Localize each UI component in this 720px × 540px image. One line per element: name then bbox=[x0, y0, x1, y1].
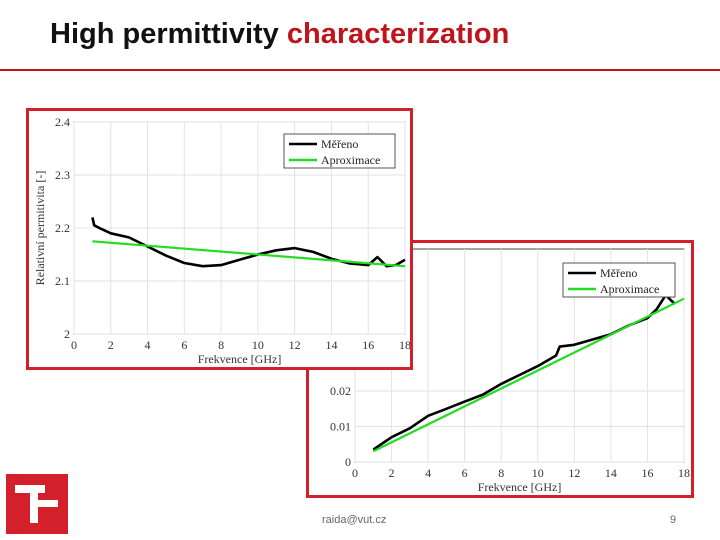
x-tick-label: 6 bbox=[462, 466, 468, 480]
y-tick-label: 0 bbox=[345, 455, 351, 469]
y-tick-label: 0.02 bbox=[330, 384, 351, 398]
x-tick-label: 12 bbox=[568, 466, 580, 480]
x-tick-label: 10 bbox=[252, 338, 264, 352]
x-tick-label: 6 bbox=[181, 338, 187, 352]
series-line bbox=[372, 297, 685, 453]
y-tick-label: 2.1 bbox=[55, 274, 70, 288]
x-tick-label: 4 bbox=[145, 338, 151, 352]
x-tick-label: 10 bbox=[532, 466, 544, 480]
permittivity-chart: 0 2 4 6 8 10 12 14 16 18 2 2.1 2.2 2.3 2.4 Frekvence [G… bbox=[26, 108, 413, 370]
x-tick-label: 2 bbox=[389, 466, 395, 480]
legend-label: Aproximace bbox=[321, 153, 380, 167]
x-tick-label: 12 bbox=[289, 338, 301, 352]
y-tick-label: 2 bbox=[64, 327, 70, 341]
y-tick-label: 2.4 bbox=[55, 115, 70, 129]
y-axis-label: Relativní permitivita [-] bbox=[33, 171, 47, 286]
legend-label: Aproximace bbox=[600, 282, 659, 296]
x-tick-label: 0 bbox=[352, 466, 358, 480]
page-number: 9 bbox=[670, 514, 677, 526]
y-tick-label: 0.01 bbox=[330, 420, 351, 434]
y-tick-label: 2.2 bbox=[55, 221, 70, 235]
x-tick-label: 8 bbox=[498, 466, 504, 480]
university-logo bbox=[6, 474, 68, 534]
x-tick-label: 18 bbox=[399, 338, 410, 352]
series-line bbox=[91, 217, 406, 268]
title-highlight: characterization bbox=[286, 18, 510, 50]
x-tick-label: 18 bbox=[678, 466, 690, 480]
x-axis-label: Frekvence [GHz] bbox=[198, 352, 282, 366]
title-divider bbox=[0, 69, 720, 71]
title-text: High permittivity bbox=[50, 18, 279, 50]
x-axis-label: Frekvence [GHz] bbox=[478, 480, 562, 494]
x-tick-label: 14 bbox=[605, 466, 617, 480]
series-line bbox=[92, 240, 406, 268]
x-tick-label: 0 bbox=[71, 338, 77, 352]
x-tick-label: 14 bbox=[325, 338, 337, 352]
legend-label: Měřeno bbox=[321, 137, 358, 151]
logo-t-icon bbox=[15, 485, 58, 523]
footer-email: raida@vut.cz bbox=[322, 514, 387, 526]
x-tick-label: 4 bbox=[425, 466, 431, 480]
slide-title: High permittivity characterization bbox=[50, 18, 509, 51]
legend-box bbox=[283, 133, 396, 169]
x-tick-label: 16 bbox=[362, 338, 374, 352]
x-tick-label: 16 bbox=[641, 466, 653, 480]
legend-label: Měřeno bbox=[600, 266, 637, 280]
y-tick-label: 2.3 bbox=[55, 168, 70, 182]
legend-box bbox=[562, 262, 676, 298]
x-tick-label: 8 bbox=[218, 338, 224, 352]
x-tick-label: 2 bbox=[108, 338, 114, 352]
